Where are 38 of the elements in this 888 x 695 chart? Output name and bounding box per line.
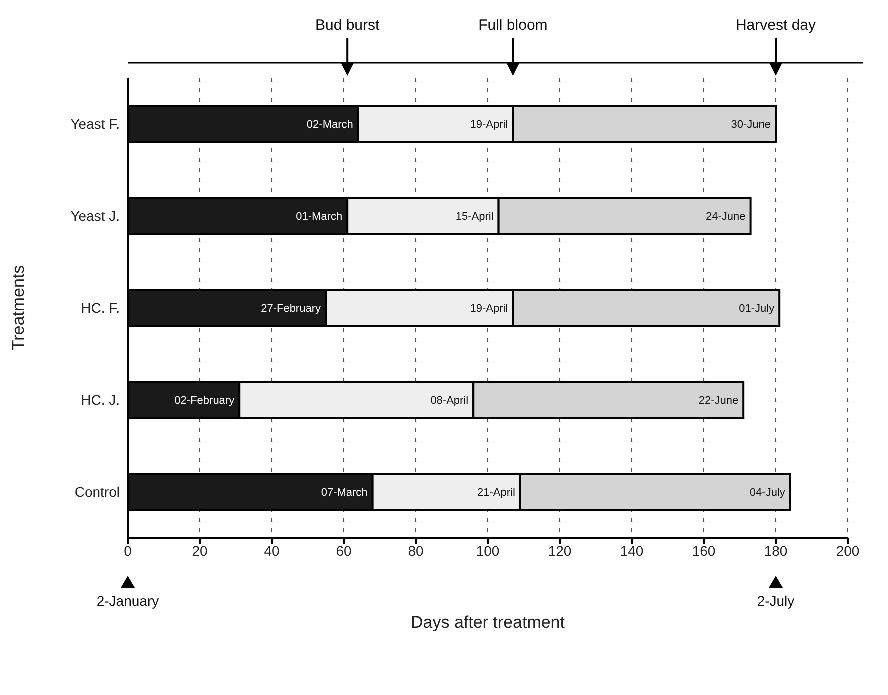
x-tick-label: 0 <box>124 542 132 559</box>
x-tick-label: 140 <box>620 542 644 559</box>
data-label: 19-April <box>470 119 508 131</box>
text: Bud burst <box>315 17 381 34</box>
x-tick-label: 200 <box>836 542 860 559</box>
data-label: 02-March <box>306 119 354 131</box>
data-label: 19-April <box>470 303 508 315</box>
y-tick-label: HC. F. <box>81 300 120 316</box>
text: Full bloom <box>478 17 548 34</box>
x-tick-label: 40 <box>264 542 280 559</box>
data-label: 15-April <box>456 211 494 223</box>
text: 2-January <box>96 593 160 609</box>
y-tick-label: Yeast J. <box>70 208 120 224</box>
x-tick-label: 160 <box>692 542 716 559</box>
y-tick-label: Control <box>74 484 120 500</box>
y-tick-label: HC. J. <box>81 392 120 408</box>
data-label: 24-June <box>706 211 746 223</box>
x-tick-label: 20 <box>192 542 208 559</box>
data-label: 27-February <box>261 303 322 315</box>
x-tick-label: 120 <box>548 542 572 559</box>
data-label: 22-June <box>698 395 739 407</box>
x-tick-label: 60 <box>336 542 352 559</box>
x-tick-label: 80 <box>408 542 424 559</box>
x-tick-label: 100 <box>476 542 500 559</box>
data-label: 01-March <box>296 211 343 223</box>
y-tick-label: Yeast F. <box>70 116 120 132</box>
data-label: 30-June <box>731 119 771 131</box>
x-tick-label: 180 <box>764 542 788 559</box>
y-axis-title: Treatments <box>9 265 28 351</box>
data-label: 07-March <box>321 487 368 499</box>
data-label: 04-July <box>750 487 786 499</box>
text: Harvest day <box>736 17 817 34</box>
data-label: 21-April <box>477 487 516 499</box>
text: 2-July <box>757 593 795 609</box>
data-label: 01-July <box>739 303 776 315</box>
x-axis-title: Days after treatment <box>410 613 566 632</box>
data-label: 08-April <box>430 395 469 407</box>
data-label: 02-February <box>174 395 236 407</box>
